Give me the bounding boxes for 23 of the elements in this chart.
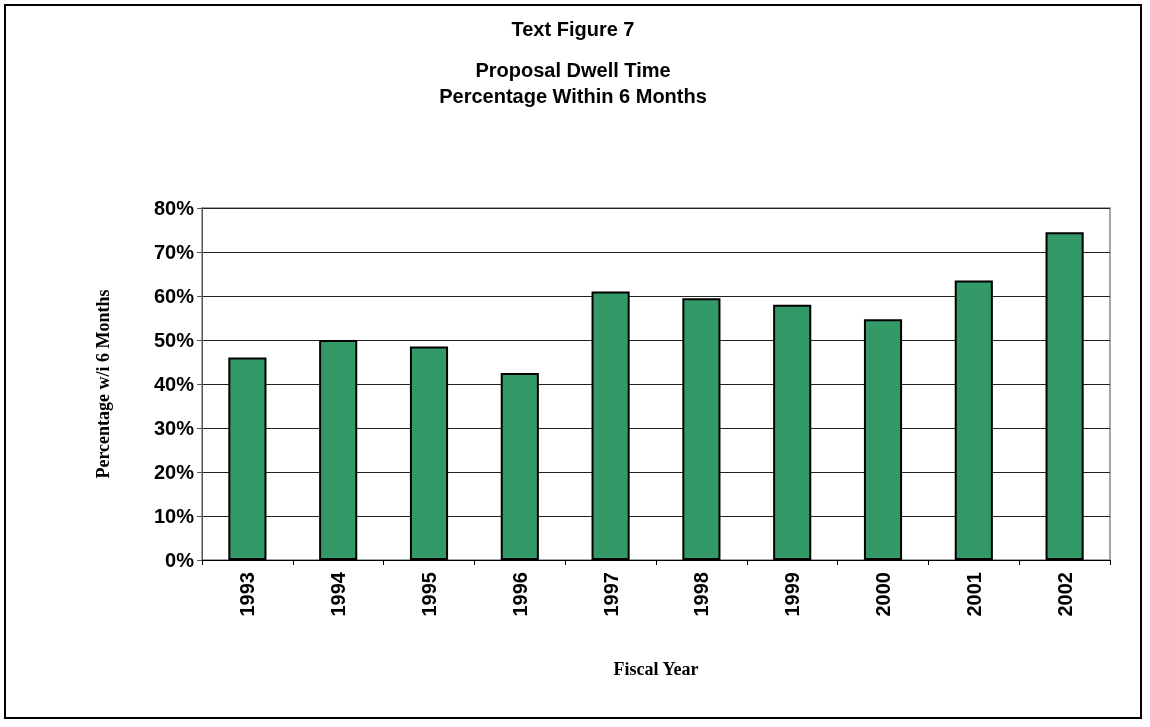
y-tick-label: 80% — [153, 197, 195, 219]
chart-title: Text Figure 7 — [511, 18, 635, 40]
chart-subtitle: Proposal Dwell Time Percentage Within 6 Months — [439, 59, 707, 107]
y-tick-label: 50% — [153, 329, 195, 351]
x-tick-label: 2001 — [962, 572, 985, 617]
y-tick-label: 30% — [153, 417, 195, 439]
x-axis-title: Fiscal Year — [613, 659, 699, 679]
x-tick-label: 1996 — [508, 572, 531, 617]
x-tick-label: 2000 — [872, 572, 894, 617]
x-tick-label: 1994 — [327, 571, 350, 617]
x-tick-label: 2002 — [1053, 572, 1076, 617]
y-tick-label: 40% — [153, 373, 195, 395]
x-tick-label: 1997 — [599, 572, 622, 617]
x-tick-label: 1993 — [236, 572, 259, 617]
y-tick-label: 60% — [153, 285, 195, 307]
x-tick-label: 1995 — [418, 572, 440, 617]
y-tick-label: 20% — [153, 461, 195, 483]
y-tick-label: 0% — [165, 549, 195, 571]
y-tick-label: 10% — [153, 505, 195, 527]
y-axis-title: Percentage w/i 6 Months — [93, 289, 113, 479]
y-tick-label: 70% — [153, 241, 195, 263]
x-tick-label: 1998 — [690, 572, 713, 617]
x-tick-label: 1999 — [781, 572, 804, 617]
